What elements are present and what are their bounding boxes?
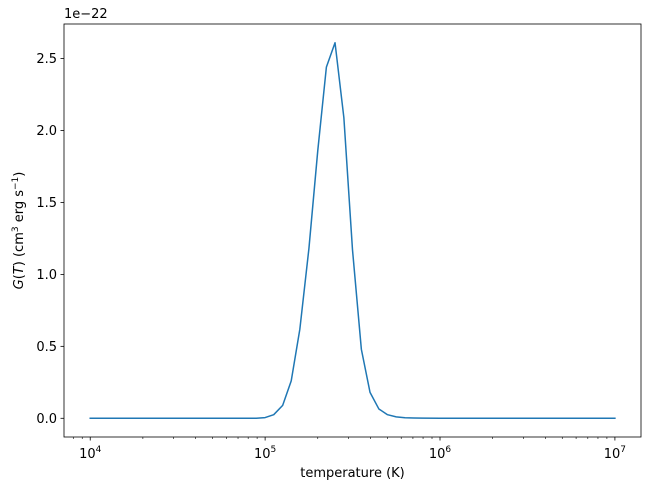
y-tick-label: 1.5 bbox=[36, 196, 57, 211]
x-tick-label: 104 bbox=[79, 445, 102, 462]
series-line-0 bbox=[89, 41, 616, 420]
x-tick-label: 107 bbox=[604, 445, 626, 462]
y-tick-label: 1.0 bbox=[36, 268, 57, 283]
x-tick-label: 105 bbox=[254, 445, 276, 462]
y-tick-label: 2.5 bbox=[36, 52, 57, 67]
y-axis-label: G(T) (cm3 erg s−1) bbox=[11, 172, 27, 290]
x-tick-label: 106 bbox=[429, 445, 452, 462]
y-offset-text: 1e−22 bbox=[64, 7, 108, 22]
y-tick-label: 0.5 bbox=[36, 340, 57, 355]
y-tick-label: 0.0 bbox=[36, 412, 57, 427]
plot-area bbox=[89, 41, 616, 420]
x-axis-label: temperature (K) bbox=[300, 466, 405, 481]
svg-text:G(T) (cm3 erg s−1): G(T) (cm3 erg s−1) bbox=[11, 172, 27, 290]
axes-frame bbox=[63, 23, 642, 438]
y-tick-label: 2.0 bbox=[36, 124, 57, 139]
x-ticks: 104 105 106 107 bbox=[72, 437, 626, 462]
y-ticks: 0.0 0.5 1.0 1.5 2.0 2.5 bbox=[36, 52, 64, 427]
